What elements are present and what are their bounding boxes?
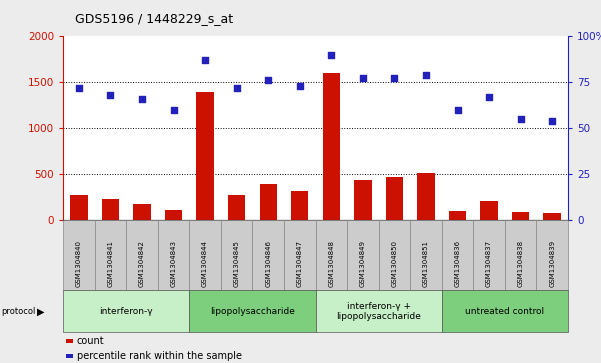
Point <box>421 72 431 78</box>
Bar <box>323 73 340 220</box>
Point <box>358 76 368 81</box>
Point <box>232 85 242 90</box>
Text: interferon-γ: interferon-γ <box>99 307 153 316</box>
Bar <box>165 209 182 220</box>
Text: percentile rank within the sample: percentile rank within the sample <box>77 351 242 361</box>
Point <box>326 52 336 57</box>
Text: ▶: ▶ <box>37 306 44 316</box>
Text: protocol: protocol <box>1 307 35 316</box>
Point <box>516 116 525 122</box>
Bar <box>354 180 371 220</box>
Bar <box>133 204 151 220</box>
Point <box>200 57 210 63</box>
Text: GSM1304839: GSM1304839 <box>549 240 555 287</box>
Point <box>169 107 178 113</box>
Bar <box>449 211 466 220</box>
Text: GSM1304836: GSM1304836 <box>454 240 460 287</box>
Text: interferon-γ +
lipopolysaccharide: interferon-γ + lipopolysaccharide <box>336 302 421 321</box>
Text: GSM1304847: GSM1304847 <box>297 240 303 287</box>
Bar <box>386 178 403 220</box>
Bar <box>417 173 435 220</box>
Text: GSM1304845: GSM1304845 <box>234 240 240 287</box>
Point <box>263 77 273 83</box>
Text: GSM1304840: GSM1304840 <box>76 240 82 287</box>
Text: GDS5196 / 1448229_s_at: GDS5196 / 1448229_s_at <box>75 12 233 25</box>
Text: GSM1304844: GSM1304844 <box>202 240 208 287</box>
Text: GSM1304849: GSM1304849 <box>360 240 366 287</box>
Text: GSM1304843: GSM1304843 <box>171 240 177 287</box>
Bar <box>197 92 214 220</box>
Bar <box>512 212 529 220</box>
Text: untreated control: untreated control <box>465 307 545 316</box>
Point <box>389 76 399 81</box>
Text: GSM1304851: GSM1304851 <box>423 240 429 287</box>
Bar <box>102 199 119 220</box>
Text: GSM1304842: GSM1304842 <box>139 240 145 287</box>
Text: GSM1304848: GSM1304848 <box>328 240 334 287</box>
Text: GSM1304838: GSM1304838 <box>517 240 523 287</box>
Text: GSM1304846: GSM1304846 <box>265 240 271 287</box>
Point <box>484 94 494 100</box>
Point <box>295 83 305 89</box>
Bar <box>260 184 277 220</box>
Point <box>137 96 147 102</box>
Text: lipopolysaccharide: lipopolysaccharide <box>210 307 295 316</box>
Point <box>74 85 84 90</box>
Text: GSM1304837: GSM1304837 <box>486 240 492 287</box>
Point <box>453 107 462 113</box>
Bar <box>228 195 245 220</box>
Bar <box>291 191 308 220</box>
Text: count: count <box>77 336 105 346</box>
Bar <box>543 213 561 220</box>
Point <box>106 92 115 98</box>
Bar <box>480 201 498 220</box>
Point <box>548 118 557 123</box>
Text: GSM1304850: GSM1304850 <box>391 240 397 287</box>
Text: GSM1304841: GSM1304841 <box>108 240 114 287</box>
Bar <box>70 195 88 220</box>
